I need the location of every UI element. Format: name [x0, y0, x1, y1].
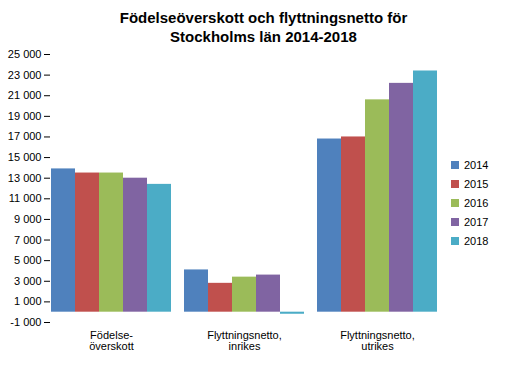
html-text:2014: 2014 — [464, 159, 489, 171]
svg-text:11 000: 11 000 — [9, 192, 42, 204]
svg-text:-1 000: -1 000 — [10, 316, 41, 328]
svg-text:17 000: 17 000 — [8, 130, 42, 142]
html-text:2015: 2015 — [464, 178, 489, 190]
svg-text:15 000: 15 000 — [8, 151, 42, 163]
html-text:2016: 2016 — [464, 197, 489, 209]
svg-text:Födelse-överskott: Födelse-överskott — [89, 329, 134, 352]
html-text:Födelseöverskott och flyttning: Födelseöverskott och flyttningsnetto för… — [119, 9, 408, 45]
svg-text:1 000: 1 000 — [14, 295, 42, 307]
svg-text:5 000: 5 000 — [14, 254, 42, 266]
html-text:2018: 2018 — [464, 235, 489, 247]
html-text:2017: 2017 — [464, 216, 489, 228]
svg-text:19 000: 19 000 — [8, 110, 42, 122]
svg-text:Flyttningsnetto,inrikes: Flyttningsnetto,inrikes — [207, 329, 282, 352]
svg-text:25 000: 25 000 — [8, 48, 42, 60]
svg-text:21 000: 21 000 — [8, 89, 42, 101]
svg-text:23 000: 23 000 — [8, 69, 42, 81]
svg-text:7 000: 7 000 — [14, 234, 42, 246]
svg-text:9 000: 9 000 — [14, 213, 42, 225]
svg-text:13 000: 13 000 — [8, 172, 42, 184]
svg-text:Flyttningsnetto,utrikes: Flyttningsnetto,utrikes — [340, 329, 415, 352]
svg-text:3 000: 3 000 — [14, 275, 42, 287]
